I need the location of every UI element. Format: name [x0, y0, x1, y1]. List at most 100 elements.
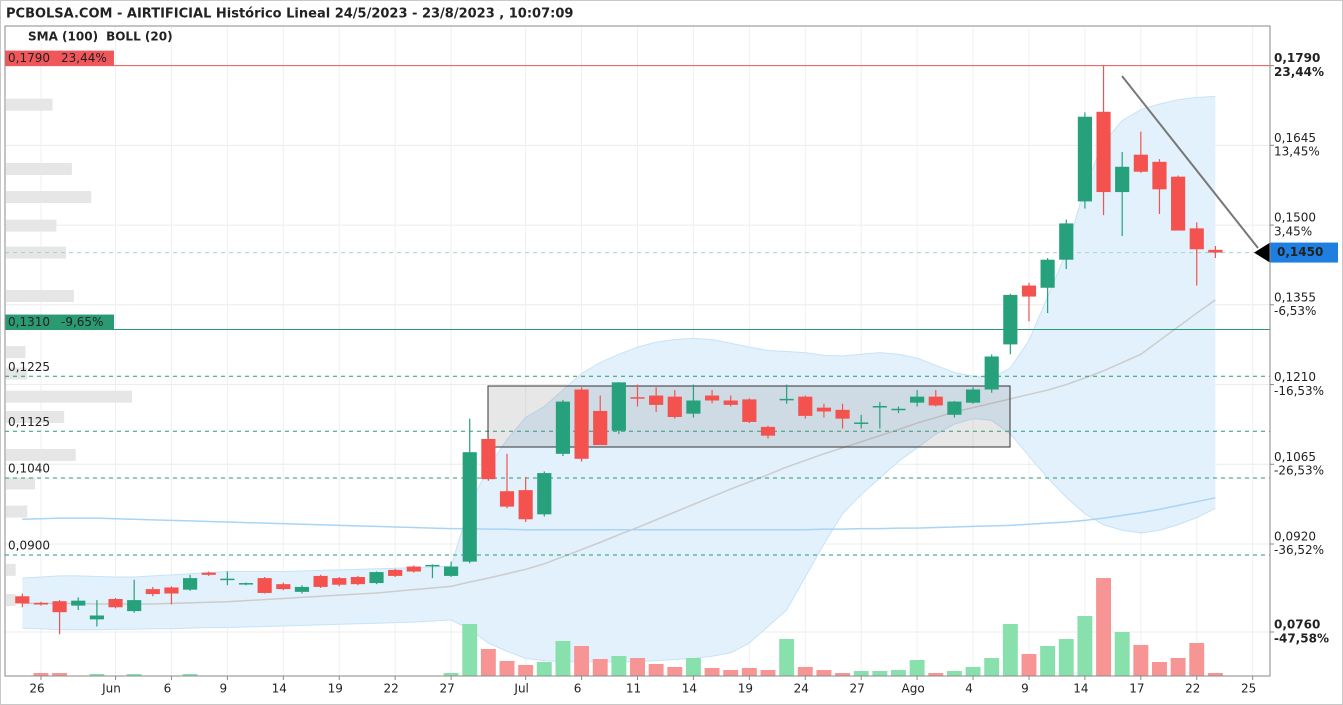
candle-body: [1152, 161, 1167, 190]
y2-tick-label: 3,45%: [1274, 224, 1312, 238]
level-tag: [5, 50, 114, 66]
candle-body: [947, 401, 962, 415]
volume-bar: [555, 641, 571, 676]
y-tick-label: 0,1210: [1274, 370, 1316, 384]
candle-body: [127, 600, 142, 612]
volume-bar: [1189, 643, 1205, 676]
candle-body: [518, 490, 533, 520]
x-tick-label: 27: [439, 682, 454, 696]
volume-bar: [984, 658, 1000, 676]
axes: 0,1790 0,1645 0,1500 0,1355 0,1210 0,1065 0,09…: [4, 25, 1329, 696]
candle-body: [537, 473, 552, 515]
volume-bar: [1058, 639, 1074, 676]
candle-body: [350, 577, 365, 585]
volume-bar: [667, 667, 683, 676]
x-tick-label: 14: [1073, 682, 1088, 696]
candle-body: [183, 578, 198, 590]
candle-body: [760, 426, 776, 436]
candle-body: [388, 569, 403, 576]
candle-body: [742, 399, 757, 422]
volume-bar: [648, 664, 664, 676]
candle-body: [798, 396, 813, 416]
profile-bar: [6, 246, 67, 259]
volume-bar: [1170, 658, 1186, 676]
candle-body: [1133, 154, 1148, 172]
y2-tick-label: -36,52%: [1274, 543, 1324, 557]
volume-bar: [816, 670, 832, 676]
candle-body: [984, 356, 999, 390]
candle-body: [108, 599, 123, 608]
volume-bar: [1152, 662, 1167, 676]
x-tick-label: 4: [965, 682, 973, 696]
candle-body: [1021, 285, 1037, 297]
volume-bar: [126, 674, 142, 676]
volume-bar: [1114, 632, 1130, 676]
level-tag-pct: 23,44%: [61, 51, 107, 65]
volume-bar: [1040, 646, 1056, 676]
profile-bar: [6, 162, 72, 175]
volume-bar: [835, 673, 851, 676]
x-tick-label: 6: [574, 682, 582, 696]
y-tick-label: 0,0920: [1274, 530, 1316, 544]
profile-bar: [6, 410, 65, 423]
volume-bar: [630, 658, 645, 676]
volume-bar: [536, 662, 552, 676]
price-tag: [1270, 242, 1338, 263]
volume-bar: [891, 670, 906, 676]
x-tick-label: 24: [794, 682, 809, 696]
candle-body: [854, 422, 869, 424]
candle-body: [1059, 223, 1074, 260]
volume-bar: [52, 673, 68, 676]
candle-body: [462, 452, 477, 562]
y2-tick-label: -26,53%: [1274, 464, 1324, 478]
price-levels: [5, 65, 1270, 556]
x-tick-label: 22: [384, 682, 399, 696]
y-tick-label: 0,1790: [1274, 51, 1320, 65]
candle-body: [630, 397, 645, 399]
y-tick-label: 0,1500: [1274, 211, 1316, 225]
candle-body: [667, 396, 682, 417]
candle-body: [1171, 176, 1186, 231]
level-label: 0,1225: [8, 360, 50, 374]
volume-bar: [685, 658, 701, 676]
volume-bar: [182, 674, 198, 676]
candle-body: [425, 564, 440, 567]
volume-bar: [1021, 654, 1037, 676]
candle-body: [704, 395, 720, 401]
profile-bar: [6, 290, 74, 303]
candle-body: [369, 572, 384, 584]
level-label: 0,1125: [8, 415, 50, 429]
candle-body: [499, 491, 515, 507]
y-tick-label: 0,1065: [1274, 450, 1316, 464]
candle-body: [33, 602, 49, 605]
profile-bar: [6, 98, 53, 111]
x-tick-label: 27: [850, 682, 865, 696]
candle-body: [1115, 166, 1130, 193]
candle-body: [1096, 111, 1111, 193]
indicator-line: [22, 299, 1216, 605]
profile-bar: [6, 594, 16, 607]
volume-bar: [462, 624, 478, 676]
profile-bar: [6, 505, 28, 518]
candle-body: [257, 578, 272, 593]
volume-bar: [1207, 673, 1223, 676]
level-label: 0,1040: [8, 462, 50, 476]
x-tick-label: Jun: [101, 682, 121, 696]
volume-bar: [741, 668, 757, 676]
price-tags: 0,1790 23,44%0,1310 -9,65%0,14500,12250,11…: [5, 50, 1338, 553]
y-tick-label: 0,1355: [1274, 290, 1316, 304]
candle-body: [891, 408, 906, 411]
x-tick-label: 19: [328, 682, 343, 696]
candle-body: [145, 589, 160, 595]
candle-body: [965, 389, 981, 403]
candle-body: [238, 583, 254, 585]
volume-bar: [518, 665, 534, 676]
x-tick-label: 9: [220, 682, 228, 696]
level-tag-pct: -9,65%: [61, 315, 103, 329]
price-tag-label: 0,1450: [1277, 245, 1323, 259]
y2-tick-label: 23,44%: [1274, 65, 1324, 79]
candle-body: [220, 578, 235, 581]
candle-body: [443, 566, 459, 576]
candle-body: [294, 586, 310, 592]
candle-body: [15, 596, 30, 604]
